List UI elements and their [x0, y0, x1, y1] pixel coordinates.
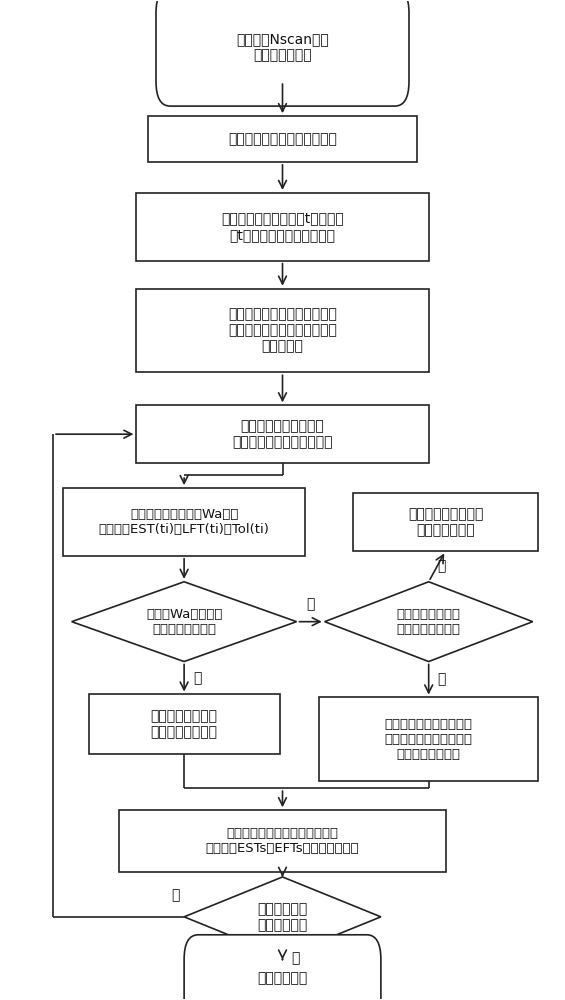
FancyBboxPatch shape	[184, 935, 381, 1000]
Text: 是: 是	[193, 671, 202, 685]
Bar	[136, 193, 429, 261]
Text: 工作流Wa可否在私
有云中被执行完成: 工作流Wa可否在私 有云中被执行完成	[146, 608, 222, 636]
Text: 检测待执行队列中的工作流组: 检测待执行队列中的工作流组	[228, 132, 337, 146]
Bar	[136, 289, 429, 372]
Text: 周期性（Nscan秒）
扫描待执行队列: 周期性（Nscan秒） 扫描待执行队列	[236, 32, 329, 62]
Text: 确认并更新混合云环境
所提供的有效计算服务类型: 确认并更新混合云环境 所提供的有效计算服务类型	[232, 419, 333, 449]
Text: 待执行队列中是否
存在可交换工作流: 待执行队列中是否 存在可交换工作流	[397, 608, 460, 636]
Bar	[136, 405, 429, 463]
Polygon shape	[184, 877, 381, 957]
Bar	[353, 493, 538, 551]
Text: 给所有工作流添加任务t伪入任务
和t伪出任务和零数据依赖边: 给所有工作流添加任务t伪入任务 和t伪出任务和零数据依赖边	[221, 212, 344, 242]
Bar	[63, 488, 305, 556]
Text: 是: 是	[438, 673, 446, 687]
Text: 按最小最长负载量优先的排序
原则，排列扫描的工作流组，
并依次调度: 按最小最长负载量优先的排序 原则，排列扫描的工作流组， 并依次调度	[228, 307, 337, 354]
Bar	[147, 116, 418, 162]
Text: 工作流组是否
都已调度完成: 工作流组是否 都已调度完成	[258, 902, 307, 932]
Text: 在公有云中直接调度
可调度的任务组: 在公有云中直接调度 可调度的任务组	[408, 507, 483, 537]
Text: 是: 是	[292, 951, 300, 965]
Polygon shape	[325, 582, 533, 662]
Text: 否: 否	[172, 888, 180, 902]
Text: 在私有云中直接调
度可调度的任务组: 在私有云中直接调 度可调度的任务组	[151, 709, 218, 739]
Text: 否: 否	[306, 597, 315, 611]
Text: 更新任务组对应的所有未调度后
维任务的ESTs和EFTs，更新资源状态: 更新任务组对应的所有未调度后 维任务的ESTs和EFTs，更新资源状态	[206, 827, 359, 855]
Text: 否: 否	[438, 559, 446, 573]
Polygon shape	[72, 582, 297, 662]
Text: 与不可行工作流交换后，
间接调度可调度的任务组
到对应的公有云中: 与不可行工作流交换后， 间接调度可调度的任务组 到对应的公有云中	[385, 718, 473, 761]
Text: 计算当前选中工作流Wa中所
有任务的EST(ti)，LFT(ti)和Tol(ti): 计算当前选中工作流Wa中所 有任务的EST(ti)，LFT(ti)和Tol(ti…	[99, 508, 270, 536]
Text: 输出调度方案: 输出调度方案	[258, 972, 307, 986]
Bar	[119, 810, 446, 872]
Bar	[89, 694, 280, 754]
FancyBboxPatch shape	[156, 0, 409, 106]
Bar	[319, 697, 538, 781]
